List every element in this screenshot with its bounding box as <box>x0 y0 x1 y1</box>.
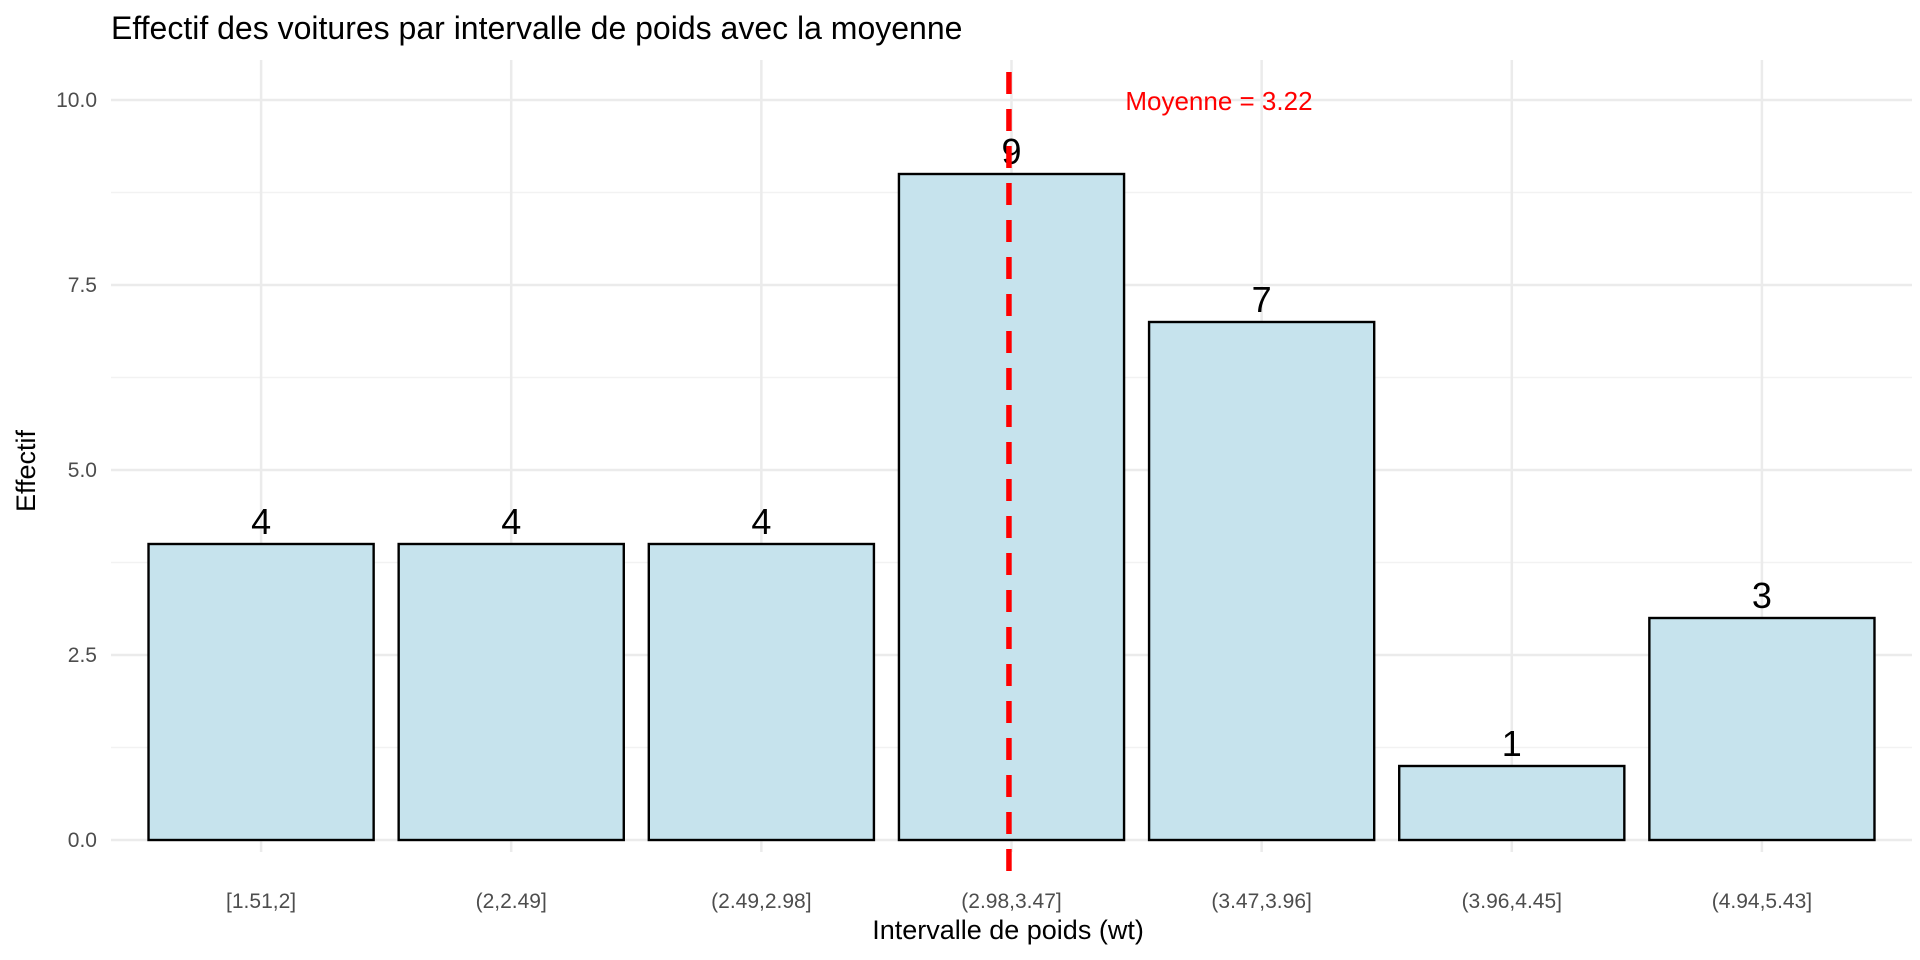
x-tick-label: (3.96,4.45] <box>1462 890 1562 913</box>
x-tick-label: [1.51,2] <box>226 890 296 913</box>
y-tick-label: 10.0 <box>56 89 97 112</box>
data-label: 4 <box>251 501 271 542</box>
mean-line-group: Moyenne = 3.22 <box>1006 72 1313 880</box>
x-tick-label: (2.98,3.47] <box>961 890 1061 913</box>
data-label: 4 <box>751 501 771 542</box>
bar <box>647 542 876 842</box>
x-tick-label: (4.94,5.43] <box>1712 890 1812 913</box>
x-tick-label: (2.49,2.98] <box>711 890 811 913</box>
y-axis-title: Effectif <box>11 429 41 512</box>
bar <box>1147 320 1376 842</box>
bar <box>897 172 1126 842</box>
y-tick-label: 2.5 <box>68 644 97 667</box>
y-tick-label: 7.5 <box>68 274 97 297</box>
data-labels: 4449713 <box>251 131 1772 764</box>
data-label: 1 <box>1502 723 1522 764</box>
bar <box>1398 764 1626 842</box>
x-tick-label: (2,2.49] <box>476 890 547 913</box>
data-label: 3 <box>1752 575 1772 616</box>
mean-label: Moyenne = 3.22 <box>1125 86 1312 116</box>
chart-title: Effectif des voitures par intervalle de … <box>111 10 962 46</box>
bars <box>147 172 1876 842</box>
data-label: 4 <box>501 501 521 542</box>
x-axis-title: Intervalle de poids (wt) <box>872 915 1144 945</box>
bar <box>1648 616 1876 842</box>
bar <box>397 542 625 842</box>
bar <box>147 542 375 842</box>
y-axis-ticks: 0.0 2.5 5.0 7.5 10.0 <box>56 89 97 852</box>
x-axis-ticks: [1.51,2] (2,2.49] (2.49,2.98] (2.98,3.47] (3… <box>226 890 1812 913</box>
data-label: 7 <box>1252 279 1272 320</box>
x-tick-label: (3.47,3.96] <box>1211 890 1311 913</box>
y-tick-label: 5.0 <box>68 459 97 482</box>
y-tick-label: 0.0 <box>68 829 97 852</box>
